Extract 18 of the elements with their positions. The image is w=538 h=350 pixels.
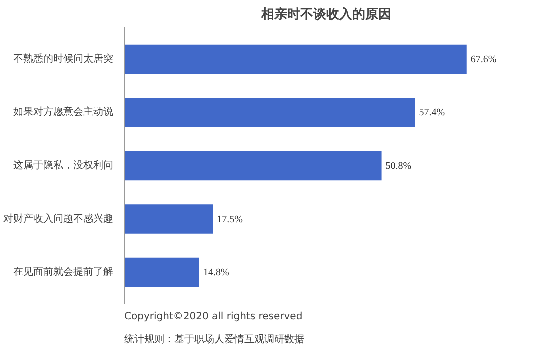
data-label: 57.4% [419, 108, 446, 119]
text: 统计规则：基于职场人爱情互观调研数据 [124, 334, 304, 346]
bar [124, 98, 416, 128]
y-tick-label: 对财产收入问题不感兴趣 [4, 212, 114, 225]
y-tick-label: 在见面前就会提前了解 [14, 266, 114, 278]
text: Copyright©2020 all rights reserved [124, 312, 303, 322]
bar [124, 44, 467, 74]
data-label: 14.8% [203, 268, 230, 279]
y-tick-label: 这属于隐私，没权利问 [14, 160, 114, 172]
data-label: 50.8% [386, 161, 412, 172]
bar [124, 151, 382, 181]
data-label: 17.5% [217, 214, 243, 226]
bar [124, 204, 214, 234]
data-label: 67.6% [470, 54, 497, 66]
y-tick-label: 如果对方愿意会主动说 [14, 106, 114, 118]
bar [124, 258, 200, 288]
y-tick-label: 不熟悉的时候问太唐突 [14, 52, 114, 65]
chart-title: 相亲时不谈收入的原因 [260, 6, 392, 22]
